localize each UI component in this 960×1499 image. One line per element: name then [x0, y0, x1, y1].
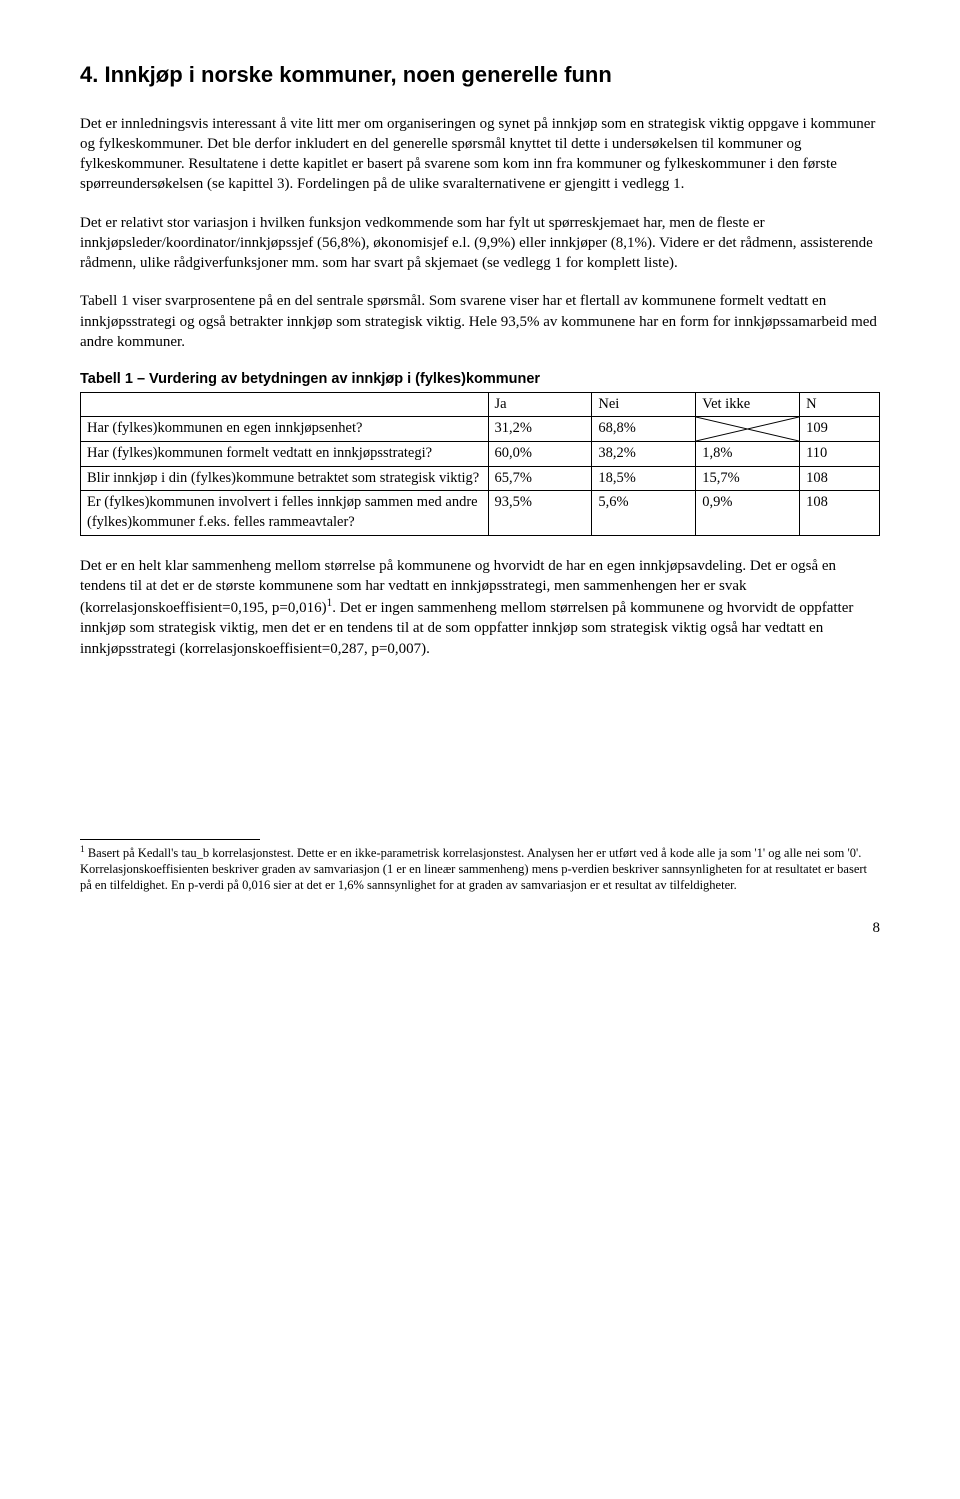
cell-n: 108: [800, 491, 880, 535]
cross-icon: [696, 417, 799, 441]
table-header-row: Ja Nei Vet ikke N: [81, 392, 880, 417]
cell-n: 110: [800, 442, 880, 467]
table-row: Har (fylkes)kommunen formelt vedtatt en …: [81, 442, 880, 467]
paragraph-2: Det er relativt stor variasjon i hvilken…: [80, 213, 880, 274]
cell-vet-ikke: [696, 417, 800, 442]
footnote-text: Basert på Kedall's tau_b korrelasjonstes…: [80, 846, 867, 893]
cell-ja: 60,0%: [488, 442, 592, 467]
cell-ja: 31,2%: [488, 417, 592, 442]
paragraph-1: Det er innledningsvis interessant å vite…: [80, 114, 880, 195]
cell-question: Har (fylkes)kommunen en egen innkjøpsenh…: [81, 417, 489, 442]
section-heading: 4. Innkjøp i norske kommuner, noen gener…: [80, 60, 880, 90]
table-row: Blir innkjøp i din (fylkes)kommune betra…: [81, 466, 880, 491]
cell-question: Blir innkjøp i din (fylkes)kommune betra…: [81, 466, 489, 491]
page-number: 8: [80, 918, 880, 938]
cell-vet-ikke: 0,9%: [696, 491, 800, 535]
footnote: 1 Basert på Kedall's tau_b korrelasjonst…: [80, 844, 880, 894]
table-title: Tabell 1 – Vurdering av betydningen av i…: [80, 370, 880, 390]
cell-n: 108: [800, 466, 880, 491]
header-vet: Vet ikke: [696, 392, 800, 417]
cell-ja: 93,5%: [488, 491, 592, 535]
cell-n: 109: [800, 417, 880, 442]
cell-vet-ikke: 15,7%: [696, 466, 800, 491]
header-n: N: [800, 392, 880, 417]
footnote-separator: [80, 839, 260, 840]
cell-question: Er (fylkes)kommunen involvert i felles i…: [81, 491, 489, 535]
cell-nei: 5,6%: [592, 491, 696, 535]
paragraph-4: Det er en helt klar sammenheng mellom st…: [80, 556, 880, 659]
header-blank: [81, 392, 489, 417]
cell-nei: 38,2%: [592, 442, 696, 467]
cell-ja: 65,7%: [488, 466, 592, 491]
cell-question: Har (fylkes)kommunen formelt vedtatt en …: [81, 442, 489, 467]
header-ja: Ja: [488, 392, 592, 417]
table-row: Har (fylkes)kommunen en egen innkjøpsenh…: [81, 417, 880, 442]
data-table: Ja Nei Vet ikke N Har (fylkes)kommunen e…: [80, 392, 880, 536]
cell-nei: 68,8%: [592, 417, 696, 442]
paragraph-3: Tabell 1 viser svarprosentene på en del …: [80, 291, 880, 352]
cell-nei: 18,5%: [592, 466, 696, 491]
header-nei: Nei: [592, 392, 696, 417]
table-row: Er (fylkes)kommunen involvert i felles i…: [81, 491, 880, 535]
cell-vet-ikke: 1,8%: [696, 442, 800, 467]
